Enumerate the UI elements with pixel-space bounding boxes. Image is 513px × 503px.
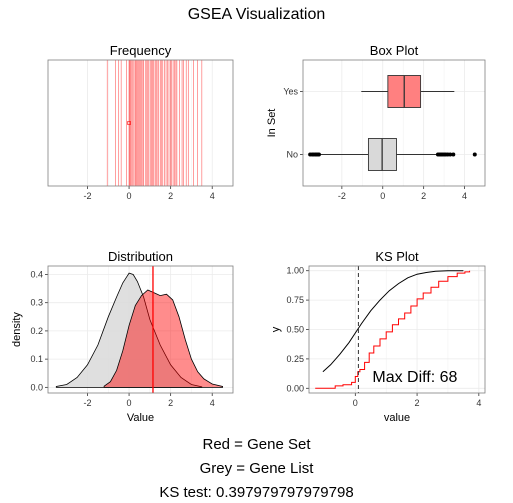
boxplot-category-label: No	[286, 150, 298, 160]
ks-title: KS Plot	[375, 249, 419, 264]
ks-panel-border	[308, 265, 486, 394]
ks-y-tick-label: 0.75	[286, 295, 304, 305]
distribution-x-tick-label: 4	[210, 398, 215, 408]
legend-gene-list: Grey = Gene List	[199, 460, 314, 477]
distribution-x-tick-label: 0	[127, 398, 132, 408]
ks-x-tick-label: 4	[476, 398, 481, 408]
frequency-x-tick-label: 4	[210, 191, 215, 201]
distribution-y-tick-label: 0.0	[30, 382, 43, 392]
boxplot-outlier	[472, 152, 477, 157]
distribution-y-tick-label: 0.3	[30, 298, 43, 308]
frequency-panel: -2 0 2 4 Frequency	[47, 43, 234, 201]
frequency-x-tick-label: -2	[83, 191, 91, 201]
distribution-x-tick-label: -2	[83, 398, 91, 408]
frequency-point	[127, 121, 131, 125]
boxplot-title: Box Plot	[370, 43, 419, 58]
gene-set-ecdf-line	[315, 270, 471, 389]
distribution-y-tick-label: 0.2	[30, 326, 43, 336]
boxplot-x-tick-label: -2	[338, 191, 346, 201]
ks-annotation: Max Diff: 68	[372, 369, 457, 386]
frequency-title: Frequency	[110, 43, 172, 58]
boxplot-category-label: Yes	[283, 87, 298, 97]
boxplot-x-tick-label: 0	[380, 191, 385, 201]
boxplot-panel: -2 0 2 4 Box Plot In Set Yes No	[266, 43, 486, 201]
frequency-x-tick-label: 0	[127, 191, 132, 201]
ks-x-tick-label: 2	[415, 398, 420, 408]
ks-test-result: KS test: 0.397979797979798	[159, 484, 354, 501]
distribution-panel-border	[47, 265, 234, 394]
legend-gene-set: Red = Gene Set	[202, 436, 311, 453]
ks-x-tick-label: 0	[353, 398, 358, 408]
distribution-x-tick-label: 2	[168, 398, 173, 408]
boxplot-outlier	[316, 152, 321, 157]
boxplot-y-axis-label: In Set	[266, 109, 278, 138]
figure-title: GSEA Visualization	[188, 6, 326, 23]
ks-y-axis-label: y	[270, 326, 282, 332]
distribution-title: Distribution	[108, 249, 173, 264]
gene-set-density-area	[103, 289, 223, 388]
distribution-y-tick-label: 0.4	[30, 269, 43, 279]
ks-y-tick-label: 0.50	[286, 325, 304, 335]
distribution-x-axis-label: Value	[127, 412, 154, 424]
ks-y-tick-label: 0.00	[286, 383, 304, 393]
ks-y-tick-label: 0.25	[286, 354, 304, 364]
distribution-panel: -2 0 2 4 0.0 0.1 0.2 0.3 0.4 Distribution Value den…	[11, 249, 234, 424]
boxplot-panel-border	[302, 59, 486, 187]
gene-list-cdf-line	[322, 270, 464, 373]
boxplot-outlier	[451, 152, 456, 157]
frequency-x-tick-label: 2	[168, 191, 173, 201]
boxplot-x-tick-label: 2	[421, 191, 426, 201]
frequency-panel-border	[47, 59, 234, 187]
ks-plot-panel: 0 2 4 0.00 0.25 0.50 0.75 1.00 KS Plot value y Max …	[270, 249, 486, 424]
boxplot-outlier	[448, 152, 453, 157]
ks-x-axis-label: value	[384, 412, 410, 424]
distribution-y-axis-label: density	[11, 312, 23, 347]
boxplot-x-tick-label: 4	[462, 191, 467, 201]
distribution-y-tick-label: 0.1	[30, 354, 43, 364]
gene-list-density-area	[55, 272, 203, 388]
ks-y-tick-label: 1.00	[286, 266, 304, 276]
